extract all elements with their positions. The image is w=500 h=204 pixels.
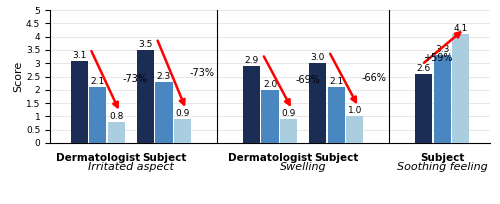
- Bar: [243, 66, 260, 143]
- Text: -73%: -73%: [189, 68, 214, 78]
- Bar: [309, 63, 326, 143]
- Text: Dermatologist: Dermatologist: [228, 153, 312, 163]
- Text: -73%: -73%: [123, 74, 148, 84]
- Bar: [137, 50, 154, 143]
- Text: Soothing feeling: Soothing feeling: [397, 162, 488, 172]
- Text: +59%: +59%: [423, 53, 452, 63]
- Y-axis label: Score: Score: [13, 61, 23, 92]
- Bar: [415, 74, 432, 143]
- Bar: [452, 34, 469, 143]
- Bar: [108, 122, 125, 143]
- Text: -66%: -66%: [362, 73, 386, 83]
- Bar: [156, 82, 172, 143]
- Text: 2.1: 2.1: [90, 77, 105, 86]
- Text: 3.0: 3.0: [310, 53, 325, 62]
- Bar: [280, 119, 297, 143]
- Text: 3.5: 3.5: [138, 40, 152, 49]
- Text: Subject: Subject: [142, 153, 186, 163]
- Text: 2.0: 2.0: [263, 80, 277, 89]
- Text: 0.9: 0.9: [282, 109, 296, 118]
- Text: 2.3: 2.3: [157, 72, 171, 81]
- Bar: [434, 55, 451, 143]
- Text: 3.1: 3.1: [72, 51, 86, 60]
- Text: 2.9: 2.9: [244, 56, 258, 65]
- Bar: [328, 87, 345, 143]
- Text: 3.3: 3.3: [435, 45, 450, 54]
- Text: 2.1: 2.1: [329, 77, 344, 86]
- Bar: [174, 119, 191, 143]
- Text: Subject: Subject: [314, 153, 358, 163]
- Text: 2.6: 2.6: [416, 64, 431, 73]
- Text: Dermatologist: Dermatologist: [56, 153, 140, 163]
- Text: 0.9: 0.9: [176, 109, 190, 118]
- Text: Irritated aspect: Irritated aspect: [88, 162, 174, 172]
- Text: 0.8: 0.8: [109, 112, 124, 121]
- Text: Subject: Subject: [420, 153, 465, 163]
- Bar: [346, 116, 364, 143]
- Text: 1.0: 1.0: [348, 106, 362, 115]
- Text: 4.1: 4.1: [454, 24, 468, 33]
- Bar: [89, 87, 106, 143]
- Text: Swelling: Swelling: [280, 162, 326, 172]
- Bar: [262, 90, 278, 143]
- Bar: [70, 61, 88, 143]
- Text: -69%: -69%: [295, 75, 320, 85]
